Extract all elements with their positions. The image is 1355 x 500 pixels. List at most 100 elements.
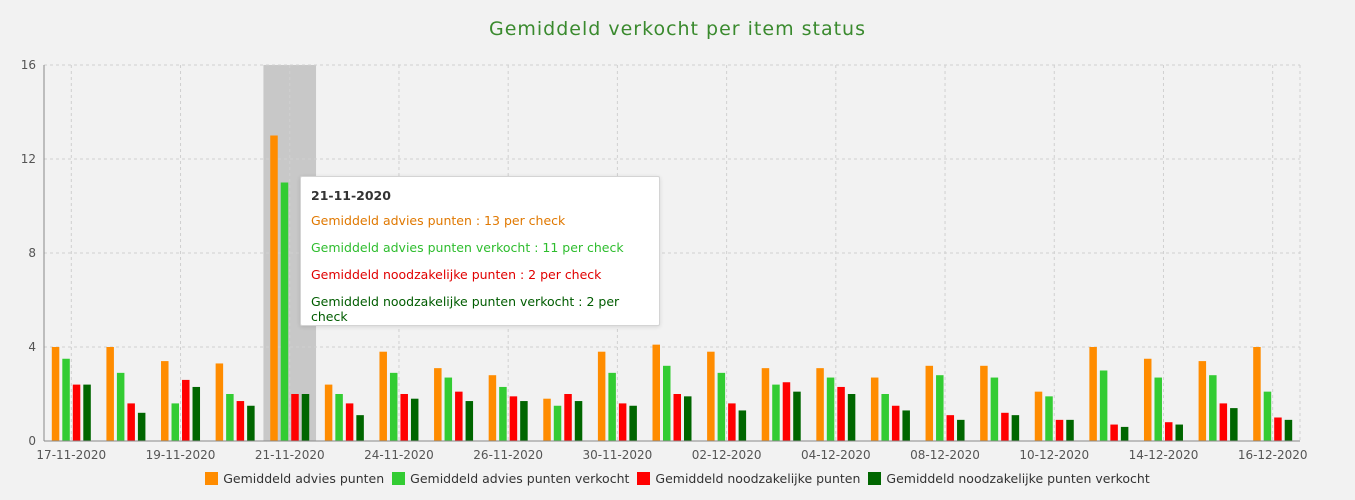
bar (226, 394, 234, 441)
bar (826, 377, 835, 441)
legend-item[interactable]: Gemiddeld noodzakelijke punten (637, 471, 860, 486)
bar (324, 384, 333, 441)
tooltip-line-noodzakelijk-verkocht: Gemiddeld noodzakelijke punten verkocht … (311, 294, 620, 324)
bar (389, 372, 398, 441)
bar (717, 372, 726, 441)
bar (1089, 347, 1097, 441)
bar (891, 405, 900, 441)
bar (1034, 391, 1043, 441)
bar (444, 377, 453, 441)
bar (137, 412, 146, 441)
bar (574, 401, 583, 441)
bar (707, 351, 715, 441)
x-tick-label: 02-12-2020 (692, 448, 762, 462)
bar (106, 347, 114, 441)
bar (520, 401, 528, 441)
bar (772, 384, 780, 441)
bar (127, 403, 135, 441)
bar (192, 386, 201, 441)
legend-item[interactable]: Gemiddeld advies punten verkocht (392, 471, 629, 486)
legend-swatch (392, 472, 406, 485)
bar (72, 384, 81, 441)
y-tick-label: 4 (28, 340, 36, 354)
bar (1209, 375, 1217, 441)
bar (816, 368, 824, 441)
x-tick-label: 17-11-2020 (36, 448, 106, 462)
chart-title: Gemiddeld verkocht per item status (488, 18, 866, 40)
bar (1164, 422, 1173, 441)
bar (182, 379, 190, 441)
bar (83, 384, 91, 441)
bar (564, 394, 572, 441)
bar (1154, 377, 1162, 441)
y-tick-label: 12 (21, 152, 36, 166)
x-tick-label: 24-11-2020 (364, 448, 434, 462)
bar (1230, 408, 1238, 441)
legend-swatch (637, 472, 651, 485)
bar (990, 377, 999, 441)
bar (936, 375, 944, 441)
x-tick-label: 26-11-2020 (473, 448, 543, 462)
legend-label: Gemiddeld advies punten verkocht (410, 471, 630, 486)
bar (161, 361, 169, 441)
bar (509, 396, 518, 441)
tooltip-line-noodzakelijk: Gemiddeld noodzakelijke punten : 2 per c… (311, 267, 602, 282)
bar (793, 391, 801, 441)
bar (673, 394, 681, 441)
bar (171, 403, 180, 441)
bar (1110, 424, 1118, 441)
bar (957, 419, 965, 441)
bar (946, 415, 955, 441)
bar (761, 368, 770, 441)
x-tick-label: 14-12-2020 (1129, 448, 1199, 462)
bar (301, 394, 310, 441)
bar (356, 415, 364, 441)
bar (870, 377, 879, 441)
bar (1274, 417, 1282, 441)
bar (291, 394, 299, 441)
bar (1219, 403, 1228, 441)
bar (1066, 419, 1074, 441)
bar (455, 391, 463, 441)
chart-legend: Gemiddeld advies punten Gemiddeld advies … (0, 471, 1355, 486)
bar (663, 365, 671, 441)
bar (335, 394, 343, 441)
bar (925, 365, 934, 441)
bar (379, 351, 387, 441)
bar (51, 347, 60, 441)
bar (652, 344, 660, 441)
bar (1198, 361, 1207, 441)
bar (434, 368, 442, 441)
bar (782, 382, 791, 441)
bar (1045, 396, 1053, 441)
bar (1011, 415, 1020, 441)
bar (738, 410, 747, 441)
bar (618, 403, 627, 441)
legend-label: Gemiddeld noodzakelijke punten verkocht (886, 471, 1150, 486)
bar (116, 372, 125, 441)
bar (488, 375, 497, 441)
bar (465, 401, 474, 441)
x-tick-label: 21-11-2020 (255, 448, 325, 462)
bar (1001, 412, 1009, 441)
legend-item[interactable]: Gemiddeld advies punten (205, 471, 384, 486)
bar (247, 405, 255, 441)
bar (499, 386, 507, 441)
bar (847, 394, 856, 441)
bar (881, 394, 889, 441)
y-tick-label: 8 (28, 246, 36, 260)
legend-swatch (868, 472, 882, 485)
chart-plot: 0 4 8 12 16 17-11-2020 19-11-2020 21-11-2020 24-… (21, 58, 1308, 462)
bar (410, 398, 419, 441)
legend-item[interactable]: Gemiddeld noodzakelijke punten verkocht (868, 471, 1150, 486)
bar (400, 394, 408, 441)
chart-tooltip: 21-11-2020 Gemiddeld advies punten : 13 … (300, 176, 660, 326)
legend-label: Gemiddeld advies punten (223, 471, 385, 486)
x-tick-label: 04-12-2020 (801, 448, 871, 462)
bar (684, 396, 692, 441)
bar (215, 363, 224, 441)
bar (902, 410, 910, 441)
bar (1120, 426, 1129, 441)
legend-swatch (205, 472, 219, 485)
bar (629, 405, 637, 441)
